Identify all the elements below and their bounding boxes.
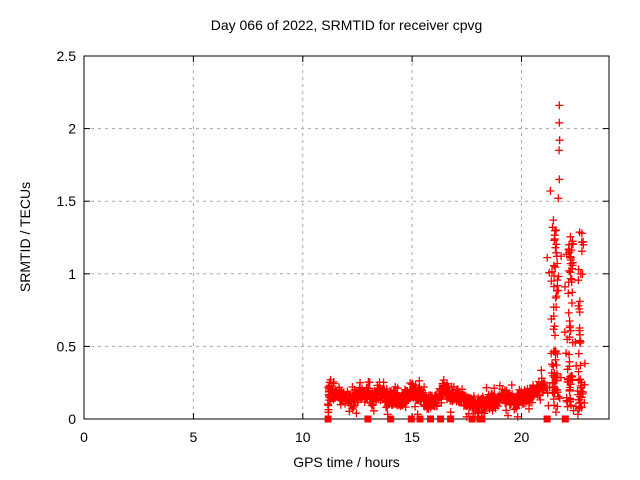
plot-border: [83, 55, 610, 420]
zero-flag-marker: [427, 415, 434, 423]
x-tick-label: 15: [404, 429, 420, 445]
zero-flag-marker: [447, 415, 455, 423]
zero-flag-marker: [478, 415, 486, 423]
y-tick-label: 1.5: [57, 193, 77, 209]
zero-flag-marker: [543, 415, 551, 423]
x-axis-label: GPS time / hours: [293, 454, 400, 470]
srmtid-data-points: [323, 226, 589, 421]
zero-flag-marker: [416, 415, 424, 423]
y-tick-label: 1: [68, 266, 76, 282]
y-tick-label: 0.5: [57, 338, 77, 354]
zero-flag-marker: [561, 415, 569, 423]
zero-flag-marker: [387, 415, 395, 423]
zero-flag-marker: [437, 415, 445, 423]
chart-title: Day 066 of 2022, SRMTID for receiver cpv…: [210, 17, 483, 33]
x-tick-label: 0: [80, 429, 88, 445]
zero-flag-marker: [324, 415, 332, 423]
y-tick-label: 2: [68, 121, 76, 137]
zero-flag-marker: [364, 415, 372, 423]
zero-flag-marker: [407, 415, 415, 423]
srmtid-outlier-points: [546, 101, 588, 286]
x-tick-label: 20: [514, 429, 530, 445]
x-tick-label: 10: [295, 429, 311, 445]
y-tick-label: 2.5: [57, 48, 77, 64]
x-tick-label: 5: [190, 429, 198, 445]
zero-flag-marker: [468, 415, 476, 423]
y-tick-label: 0: [68, 411, 76, 427]
